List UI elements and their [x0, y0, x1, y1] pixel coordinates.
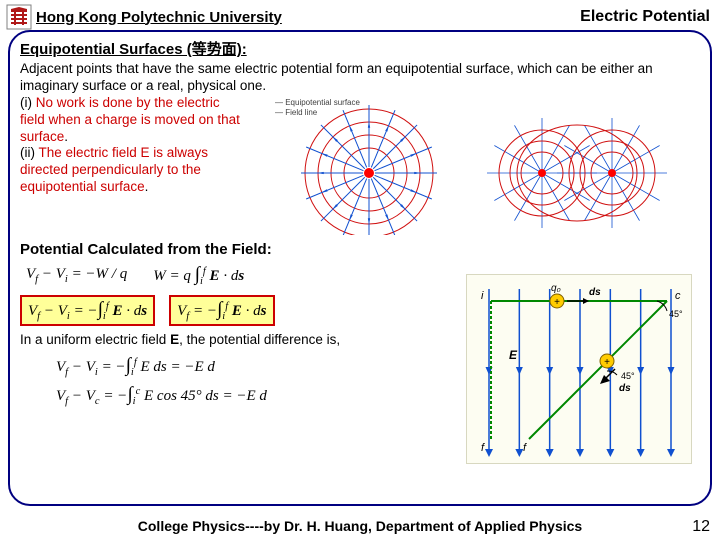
- svg-text:f: f: [481, 442, 485, 454]
- page-number: 12: [692, 518, 710, 536]
- point-i-tail: .: [64, 129, 68, 144]
- row-equipotential: (i) No work is done by the electric fiel…: [20, 95, 700, 235]
- point-i-text: No work is done by the electric field wh…: [20, 95, 240, 144]
- point-ii-label: (ii): [20, 145, 39, 160]
- slide-footer: College Physics----by Dr. H. Huang, Depa…: [0, 518, 720, 534]
- university-name: Hong Kong Polytechnic University: [36, 9, 282, 26]
- eq-boxed-2: Vf = −∫if E · ds: [169, 295, 274, 326]
- section-title-potential-calc: Potential Calculated from the Field:: [20, 241, 700, 258]
- dipole-diagram: [477, 95, 677, 235]
- logo-title-group: Hong Kong Polytechnic University: [6, 4, 282, 30]
- svg-text:f: f: [523, 442, 527, 454]
- point-ii-text: The electric field E is always directed …: [20, 145, 208, 194]
- uniform-field-diagram: + + i c f f q₀ ds ds E 45° 45°: [466, 274, 692, 464]
- eq-boxed-1: Vf − Vi = −∫if E · ds: [20, 295, 155, 326]
- uniform-field-intro: In a uniform electric field E, the poten…: [20, 332, 440, 349]
- svg-text:45°: 45°: [621, 371, 635, 381]
- content-frame: Equipotential Surfaces (等势面): Adjacent p…: [8, 30, 712, 506]
- top-diagrams: — Equipotential surface— Field line: [246, 95, 700, 235]
- university-logo-icon: [6, 4, 32, 30]
- point-i-label: (i): [20, 95, 36, 110]
- svg-text:q₀: q₀: [551, 283, 561, 294]
- eq-work-integral: W = q ∫if E · ds: [147, 262, 250, 289]
- svg-text:45°: 45°: [669, 309, 683, 319]
- slide-header: Hong Kong Polytechnic University Electri…: [0, 0, 720, 30]
- single-charge-diagram: — Equipotential surface— Field line: [269, 95, 469, 235]
- svg-text:E: E: [509, 348, 518, 362]
- svg-text:+: +: [604, 357, 610, 368]
- svg-text:— Equipotential surface: — Equipotential surface: [275, 98, 360, 107]
- svg-text:i: i: [481, 290, 484, 302]
- svg-text:ds: ds: [589, 287, 601, 298]
- intro-text: Adjacent points that have the same elect…: [20, 61, 700, 95]
- svg-text:c: c: [675, 290, 681, 302]
- points-column: (i) No work is done by the electric fiel…: [20, 95, 240, 235]
- point-ii-tail: .: [145, 179, 149, 194]
- svg-text:ds: ds: [619, 383, 631, 394]
- svg-text:+: +: [554, 297, 560, 308]
- eq-work-potential: Vf − Vi = −W / q: [20, 264, 133, 287]
- section-title-equipotential: Equipotential Surfaces (等势面):: [20, 38, 700, 59]
- chapter-title: Electric Potential: [580, 8, 710, 26]
- svg-text:— Field line: — Field line: [275, 108, 318, 117]
